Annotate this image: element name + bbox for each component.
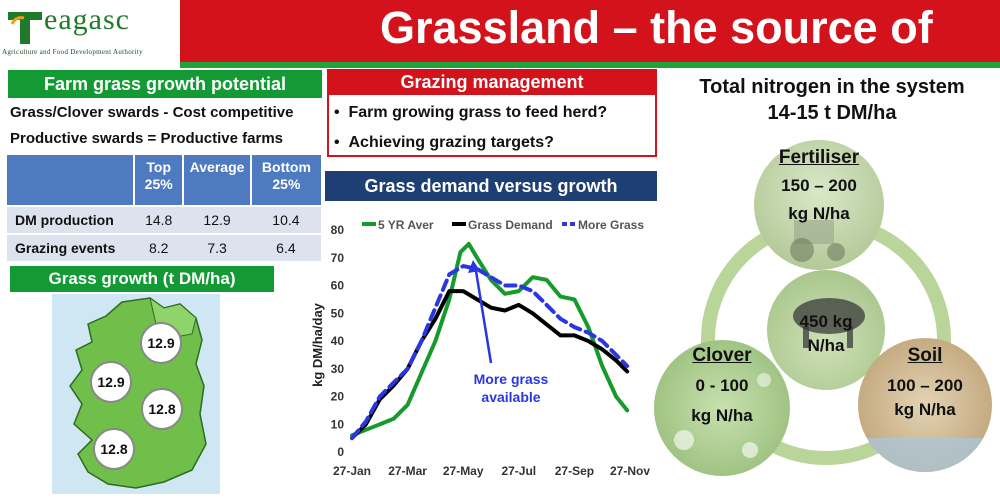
cow-value: 450 kg: [799, 312, 853, 331]
logo-subtitle: Agriculture and Food Development Authori…: [2, 48, 143, 56]
x-tick-label: 27-Jul: [501, 464, 536, 478]
fertiliser-text: Fertiliser 150 – 200 kg N/ha: [754, 146, 884, 226]
fertiliser-value: 150 – 200: [781, 176, 857, 195]
statement-grass-clover: Grass/Clover swards - Cost competitive: [10, 104, 294, 121]
y-tick-label: 30: [331, 362, 345, 376]
nitrogen-title: Total nitrogen in the system 14-15 t DM/…: [664, 74, 1000, 126]
y-axis-label: kg DM/ha/day: [310, 302, 325, 387]
y-tick-label: 40: [331, 334, 345, 348]
table-cell: 7.3: [183, 233, 251, 261]
header-stripe: [180, 62, 1000, 68]
y-tick-label: 80: [331, 223, 345, 237]
title-bar: Grassland – the source of: [180, 0, 1000, 62]
annotation-text: available: [481, 389, 540, 405]
fertiliser-circle: [754, 140, 884, 270]
annotation-text: More grass: [474, 371, 549, 387]
nitrogen-title-line2: 14-15 t DM/ha: [767, 102, 897, 124]
table-cell: 6.4: [250, 233, 321, 261]
table-header: Top 25%: [134, 155, 185, 206]
logo-wordmark: eagasc: [44, 3, 130, 36]
soil-circle: [858, 338, 992, 472]
logo: eagasc Agriculture and Food Development …: [0, 0, 180, 62]
y-tick-label: 50: [331, 306, 345, 320]
grass-growth-heading: Grass growth (t DM/ha): [10, 266, 274, 292]
ireland-map: [52, 294, 220, 494]
series-line-5-yr-aver: [350, 241, 630, 438]
map-badge-west: 12.9: [90, 361, 132, 403]
table-row-label: DM production: [7, 205, 135, 234]
grass-chart: 0 10 20 30 40 50 60 70 80 27-Jan 27-Mar 27-May 27-Ju…: [310, 218, 650, 478]
clover-value: 0 - 100: [695, 376, 749, 395]
clover-label: Clover: [692, 345, 752, 366]
table-header-row: Top 25% Average Bottom 25%: [7, 155, 321, 206]
y-tick-label: 60: [331, 279, 345, 293]
x-tick-label: 27-May: [443, 464, 484, 478]
y-tick-label: 0: [337, 445, 344, 459]
x-tick-label: 27-Mar: [388, 464, 427, 478]
legend-label: 5 YR Aver: [378, 218, 434, 232]
nitrogen-title-line1: Total nitrogen in the system: [699, 76, 965, 98]
y-tick-label: 70: [331, 251, 345, 265]
map-badge-north: 12.9: [140, 322, 182, 364]
annotation-arrowhead: [468, 260, 480, 273]
farm-growth-table: Top 25% Average Bottom 25% DM production 1…: [7, 155, 321, 261]
grazing-heading: Grazing management: [327, 69, 657, 95]
y-tick-label: 20: [331, 390, 345, 404]
fertiliser-unit: kg N/ha: [788, 204, 850, 223]
cow-unit: N/ha: [807, 336, 845, 355]
soil-icon: [858, 438, 992, 472]
legend-label: More Grass: [578, 218, 644, 232]
soil-unit: kg N/ha: [894, 400, 956, 419]
teagasc-logo-icon: [8, 12, 42, 44]
table-row: DM production 14.8 12.9 10.4: [7, 205, 321, 234]
farm-growth-heading: Farm grass growth potential: [8, 70, 322, 98]
tractor-icon: [790, 220, 845, 262]
grazing-bullet: • Achieving grazing targets?: [334, 134, 554, 151]
table-cell: 8.2: [134, 233, 184, 261]
table-cell: 10.4: [250, 205, 321, 234]
table-header: Average: [183, 155, 252, 206]
chart-heading: Grass demand versus growth: [325, 171, 657, 201]
table-cell: 12.9: [183, 205, 251, 234]
y-tick-label: 10: [331, 417, 345, 431]
grazing-bullet: • Farm growing grass to feed herd?: [334, 104, 608, 121]
clover-text: Clover 0 - 100 kg N/ha: [654, 344, 790, 428]
table-row: Grazing events 8.2 7.3 6.4: [7, 233, 321, 261]
soil-text: Soil 100 – 200 kg N/ha: [858, 344, 992, 422]
clover-unit: kg N/ha: [691, 406, 753, 425]
soil-label: Soil: [907, 345, 943, 366]
x-tick-label: 27-Sep: [555, 464, 594, 478]
clover-circle: [654, 340, 790, 476]
annotation-arrow: [473, 264, 493, 364]
series-line-more-grass: [350, 264, 630, 441]
x-tick-label: 27-Nov: [610, 464, 650, 478]
soil-value: 100 – 200: [887, 376, 963, 395]
fertiliser-label: Fertiliser: [778, 147, 860, 168]
statement-productive: Productive swards = Productive farms: [10, 130, 284, 147]
map-badge-east: 12.8: [141, 388, 183, 430]
map-badge-south: 12.8: [93, 428, 135, 470]
series-line-grass-demand: [350, 289, 630, 441]
table-header: Bottom 25%: [250, 155, 321, 206]
table-header-empty: [7, 155, 136, 206]
cow-text: 450 kg N/ha: [767, 310, 885, 358]
legend-label: Grass Demand: [468, 218, 553, 232]
cow-circle: [767, 270, 885, 390]
table-row-label: Grazing events: [7, 233, 135, 261]
ireland-map-icon: [69, 296, 207, 489]
page-title: Grassland – the source of: [380, 2, 933, 53]
cow-icon: [793, 298, 865, 348]
clover-icon: [674, 373, 771, 458]
table-cell: 14.8: [134, 205, 184, 234]
x-tick-label: 27-Jan: [333, 464, 371, 478]
